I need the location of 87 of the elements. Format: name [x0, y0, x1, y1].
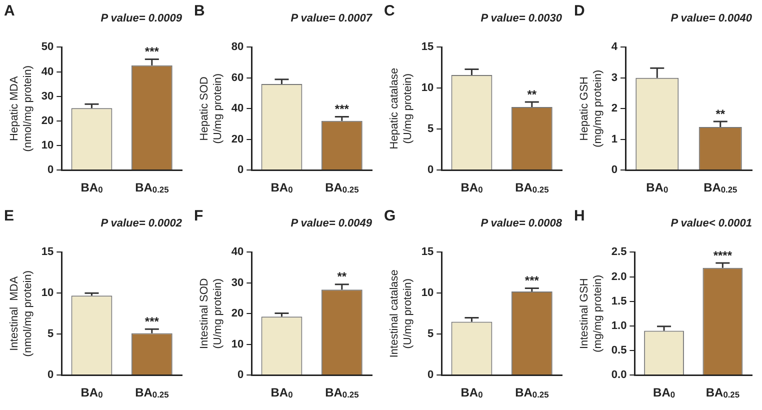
y-tick-label: 0 — [48, 369, 54, 382]
annotation: ** — [716, 106, 726, 121]
x-tick-label: BA0.25 — [325, 385, 360, 400]
chart-title: P value= 0.0049 — [290, 218, 373, 230]
y-tick-label: 0 — [48, 164, 54, 176]
text: D — [574, 2, 585, 20]
y-tick-label: 15 — [421, 246, 434, 258]
x-tick-label: BA0.25 — [515, 180, 550, 195]
chart-title: P value= 0.0002 — [100, 218, 182, 230]
y-tick-label: 20 — [231, 308, 244, 320]
text: C — [384, 2, 395, 20]
y-axis-title: Hepatic MDA (nmol/mg protein) — [8, 66, 34, 152]
y-tick-label: 10 — [421, 287, 434, 300]
text: F — [194, 208, 204, 225]
y-tick-label: 5 — [48, 328, 54, 340]
y-tick-label: 0.0 — [611, 369, 627, 382]
annotation: ** — [527, 87, 537, 102]
y-axis-title: Intestinal SOD (U/mg protein) — [198, 278, 224, 350]
x-tick-label: BA0.25 — [706, 385, 740, 400]
y-tick-label: 0 — [428, 369, 434, 382]
y-tick-label: 0 — [238, 164, 244, 176]
y-tick-label: 50 — [41, 41, 54, 54]
text: A — [4, 2, 15, 20]
y-tick-label: 0 — [611, 164, 618, 176]
y-tick-label: 2 — [611, 102, 618, 115]
chart-title: P value= 0.0008 — [480, 218, 563, 230]
y-tick-label: 15 — [421, 41, 434, 54]
y-tick-label: 10 — [231, 338, 244, 350]
x-tick-label: BA0 — [460, 180, 484, 195]
annotation: **** — [713, 248, 732, 262]
annotation: ** — [337, 270, 347, 284]
x-tick-label: BA0.25 — [135, 180, 170, 195]
chart-title: P value= 0.0009 — [100, 12, 183, 25]
y-tick-label: 1.5 — [611, 295, 627, 308]
y-tick-label: 4 — [611, 41, 618, 54]
chart-title: P value= 0.0030 — [480, 12, 563, 25]
x-tick-label: BA0.25 — [515, 385, 550, 400]
y-tick-label: 30 — [231, 276, 244, 289]
y-tick-label: 1 — [611, 133, 618, 146]
y-tick-label: 30 — [41, 90, 54, 102]
x-tick-label: BA0.25 — [704, 180, 738, 195]
x-tick-label: BA0 — [460, 385, 484, 400]
y-tick-label: 2.0 — [611, 270, 627, 283]
text: B — [194, 2, 205, 20]
y-tick-label: 2.5 — [611, 246, 627, 258]
y-tick-label: 80 — [231, 41, 244, 54]
annotation: *** — [144, 314, 160, 328]
y-tick-label: 0 — [238, 369, 244, 382]
annotation: *** — [524, 274, 540, 288]
x-tick-label: BA0 — [653, 385, 676, 400]
y-tick-label: 0 — [428, 164, 434, 176]
annotation: *** — [144, 44, 160, 59]
text: H — [574, 208, 585, 225]
y-tick-label: 20 — [41, 114, 54, 127]
y-tick-label: 60 — [231, 72, 244, 84]
y-tick-label: 40 — [231, 102, 244, 115]
y-tick-label: 3 — [611, 72, 618, 84]
x-tick-label: BA0 — [270, 385, 294, 400]
y-tick-label: 5 — [428, 123, 434, 136]
x-tick-label: BA0 — [80, 385, 104, 400]
y-tick-label: 10 — [41, 287, 54, 300]
y-tick-label: 40 — [41, 66, 54, 78]
y-axis-title: Intestinal MDA (nmol/mg protein) — [8, 270, 34, 357]
y-tick-label: 1.0 — [611, 320, 627, 332]
chart-title: P value= 0.0007 — [290, 12, 373, 25]
y-tick-label: 15 — [41, 246, 54, 258]
y-tick-label: 10 — [41, 139, 54, 152]
y-tick-label: 10 — [421, 82, 434, 94]
y-axis-title: Intestinal catalase (U/mg protein) — [388, 270, 414, 358]
x-tick-label: BA0.25 — [325, 180, 360, 195]
text: E — [4, 208, 14, 225]
y-tick-label: 40 — [231, 246, 244, 258]
x-tick-label: BA0 — [80, 180, 104, 195]
text: G — [384, 208, 396, 225]
chart-title: P value< 0.0001 — [670, 218, 752, 230]
chart-title: P value= 0.0040 — [670, 12, 753, 25]
y-tick-label: 20 — [231, 133, 244, 146]
y-axis-title: Hepatic GSH (mg/mg protein) — [578, 70, 604, 148]
x-tick-label: BA0.25 — [135, 385, 170, 400]
y-tick-label: 0.5 — [611, 344, 627, 356]
y-axis-title: Hepatic SOD (U/mg protein) — [198, 73, 224, 144]
x-tick-label: BA0 — [646, 180, 668, 195]
x-tick-label: BA0 — [270, 180, 294, 195]
y-axis-title: Intestinal GSH (mg/mg protein) — [578, 274, 604, 352]
y-axis-title: Hepatic catalase (U/mg protein) — [388, 68, 414, 150]
y-tick-label: 5 — [428, 328, 434, 340]
annotation: *** — [334, 102, 350, 116]
